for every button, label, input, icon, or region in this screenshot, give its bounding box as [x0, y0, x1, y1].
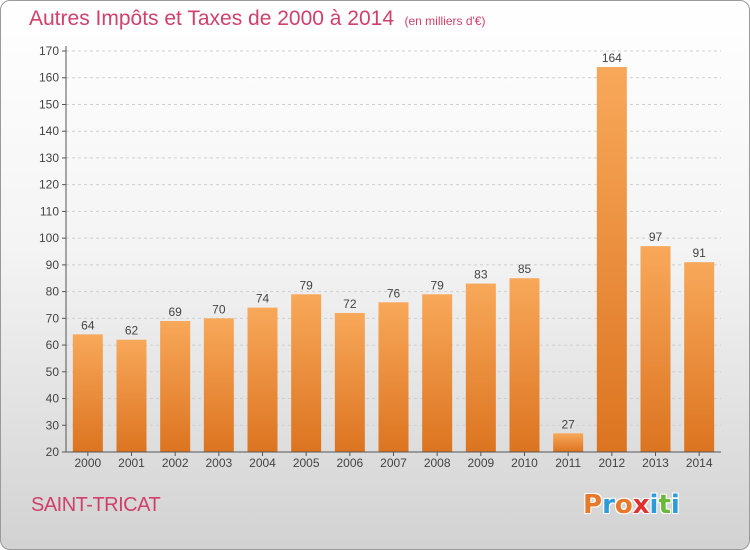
chart-unit-note: (en milliers d'€) [404, 14, 486, 28]
y-tick-label: 170 [39, 44, 59, 58]
data-label: 91 [692, 246, 706, 260]
x-tick-label: 2013 [642, 456, 669, 470]
y-tick-label: 120 [39, 178, 59, 192]
chart-title-main: Autres Impôts et Taxes de 2000 à 2014 [29, 7, 395, 30]
chart-title: Autres Impôts et Taxes de 2000 à 2014 (e… [29, 7, 485, 31]
data-label: 164 [602, 51, 622, 65]
logo-letter: t [658, 490, 671, 520]
bar [465, 283, 496, 452]
data-label: 79 [430, 278, 444, 292]
data-label: 97 [649, 230, 663, 244]
x-tick-label: 2003 [205, 456, 232, 470]
bar [596, 67, 627, 452]
commune-name: SAINT-TRICAT [31, 494, 161, 516]
y-tick-label: 70 [46, 311, 60, 325]
logo-letter: P [583, 490, 603, 520]
x-tick-label: 2011 [555, 456, 581, 470]
bar [203, 318, 234, 452]
data-label: 64 [81, 318, 95, 332]
x-tick-label: 2002 [162, 456, 189, 470]
data-label: 79 [299, 278, 313, 292]
y-tick-label: 140 [39, 124, 59, 138]
axes [62, 46, 721, 456]
y-tick-label: 130 [39, 151, 59, 165]
logo-letter: i [649, 490, 659, 520]
y-tick-label: 60 [46, 338, 60, 352]
bars [72, 67, 715, 452]
x-tick-label: 2014 [686, 456, 713, 470]
data-label: 83 [474, 268, 488, 282]
data-label: 27 [561, 417, 575, 431]
y-tick-label: 20 [46, 445, 60, 459]
data-label: 62 [125, 324, 139, 338]
data-label: 76 [387, 286, 401, 300]
x-tick-label: 2005 [293, 456, 320, 470]
bar [247, 307, 278, 452]
bar [684, 262, 715, 452]
y-tick-label: 110 [40, 204, 59, 218]
x-tick-label: 2006 [336, 456, 363, 470]
labels: 20 30 40 50 60 70 80 90 100 110 120 130 140 150 160 170… [39, 44, 713, 470]
bar [334, 312, 365, 452]
bar [378, 302, 409, 452]
bar [116, 339, 147, 452]
y-tick-label: 160 [39, 71, 59, 85]
x-tick-label: 2004 [249, 456, 276, 470]
y-tick-label: 150 [39, 97, 59, 111]
x-tick-label: 2000 [74, 456, 101, 470]
y-tick-label: 90 [46, 258, 60, 272]
y-tick-label: 100 [39, 231, 59, 245]
logo-letter: r [602, 490, 615, 520]
data-label: 74 [256, 292, 270, 306]
bar [291, 294, 322, 452]
x-tick-label: 2007 [380, 456, 407, 470]
logo-letter: x [632, 490, 650, 520]
x-tick-label: 2001 [118, 456, 145, 470]
bar [509, 278, 540, 452]
y-tick-label: 40 [46, 392, 60, 406]
x-tick-label: 2010 [511, 456, 538, 470]
data-label: 69 [168, 305, 182, 319]
x-tick-label: 2012 [598, 456, 625, 470]
proxiti-logo[interactable]: Proxiti [583, 490, 680, 520]
y-tick-label: 30 [46, 418, 60, 432]
bar [72, 334, 103, 452]
y-tick-label: 80 [46, 285, 60, 299]
y-tick-label: 50 [46, 365, 60, 379]
bar [422, 294, 453, 452]
logo-letter: i [670, 490, 680, 520]
bar [160, 321, 191, 452]
x-tick-label: 2008 [424, 456, 451, 470]
data-label: 85 [518, 262, 532, 276]
data-label: 72 [343, 297, 357, 311]
logo-letter: o [614, 490, 633, 520]
bar [640, 246, 671, 452]
x-tick-label: 2009 [467, 456, 494, 470]
data-label: 70 [212, 302, 226, 316]
bar [553, 433, 584, 452]
